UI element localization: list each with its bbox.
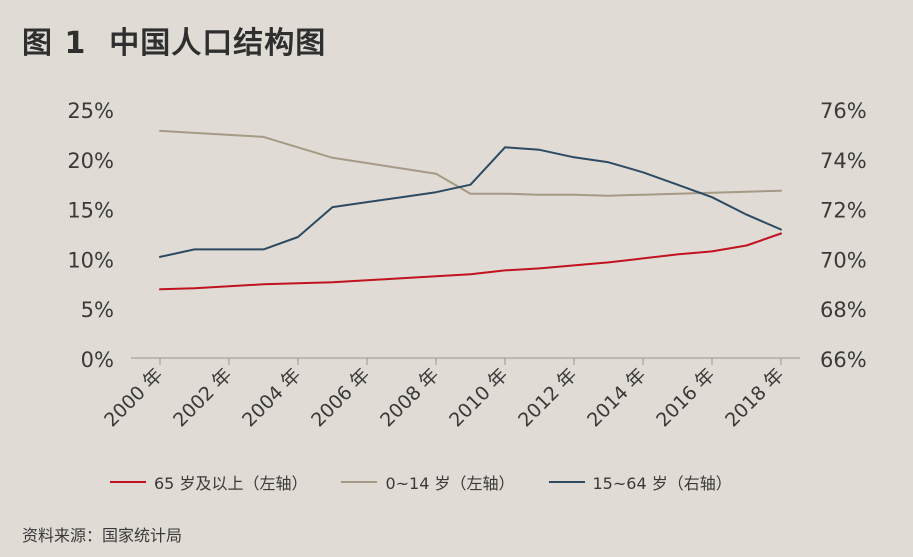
legend-item: 15~64 岁（右轴） [548,470,732,494]
y-axis-right-tick-label: 72% [820,199,867,223]
legend-item: 0~14 岁（左轴） [341,470,515,494]
y-axis-right-tick-label: 66% [820,348,867,372]
series-line [159,146,782,258]
series-line [159,129,782,197]
x-axis-tick-label: 2006 年 [307,364,374,431]
legend-label: 0~14 岁（左轴） [385,474,515,493]
y-axis-left-tick-label: 15% [67,199,114,223]
legend-label: 15~64 岁（右轴） [592,474,732,493]
legend-item: 65 岁及以上（左轴） [110,470,307,494]
y-axis-right-tick-label: 70% [820,248,867,272]
x-axis-tick-label: 2000 年 [100,364,167,431]
series-line [159,232,782,291]
x-axis-tick-label: 2018 年 [721,364,788,431]
x-axis-tick-label: 2012 年 [514,364,581,431]
y-axis-right-tick-label: 76% [820,99,867,123]
y-axis-left-tick-label: 25% [67,99,114,123]
x-axis-tick-label: 2002 年 [169,364,236,431]
x-axis-tick-label: 2010 年 [445,364,512,431]
y-axis-left-tick-label: 5% [81,298,114,322]
chart-title: 图 1 中国人口结构图 [22,26,327,61]
x-axis-tick-label: 2004 年 [238,364,305,431]
y-axis-right-tick-label: 68% [820,298,867,322]
x-axis-tick-label: 2008 年 [376,364,443,431]
y-axis-left-tick-label: 20% [67,149,114,173]
legend-label: 65 岁及以上（左轴） [154,474,308,493]
chart-legend: 65 岁及以上（左轴） 0~14 岁（左轴） 15~64 岁（右轴） [110,470,766,494]
y-axis-left-tick-label: 10% [67,248,114,272]
legend-swatch [548,481,585,483]
x-axis-tick-label: 2016 年 [652,364,719,431]
y-axis-left-tick-label: 0% [81,348,114,372]
legend-swatch [341,481,378,483]
x-axis-tick-label: 2014 年 [583,364,650,431]
source-note: 资料来源：国家统计局 [22,526,183,545]
legend-swatch [110,481,146,483]
y-axis-right-tick-label: 74% [820,149,867,173]
